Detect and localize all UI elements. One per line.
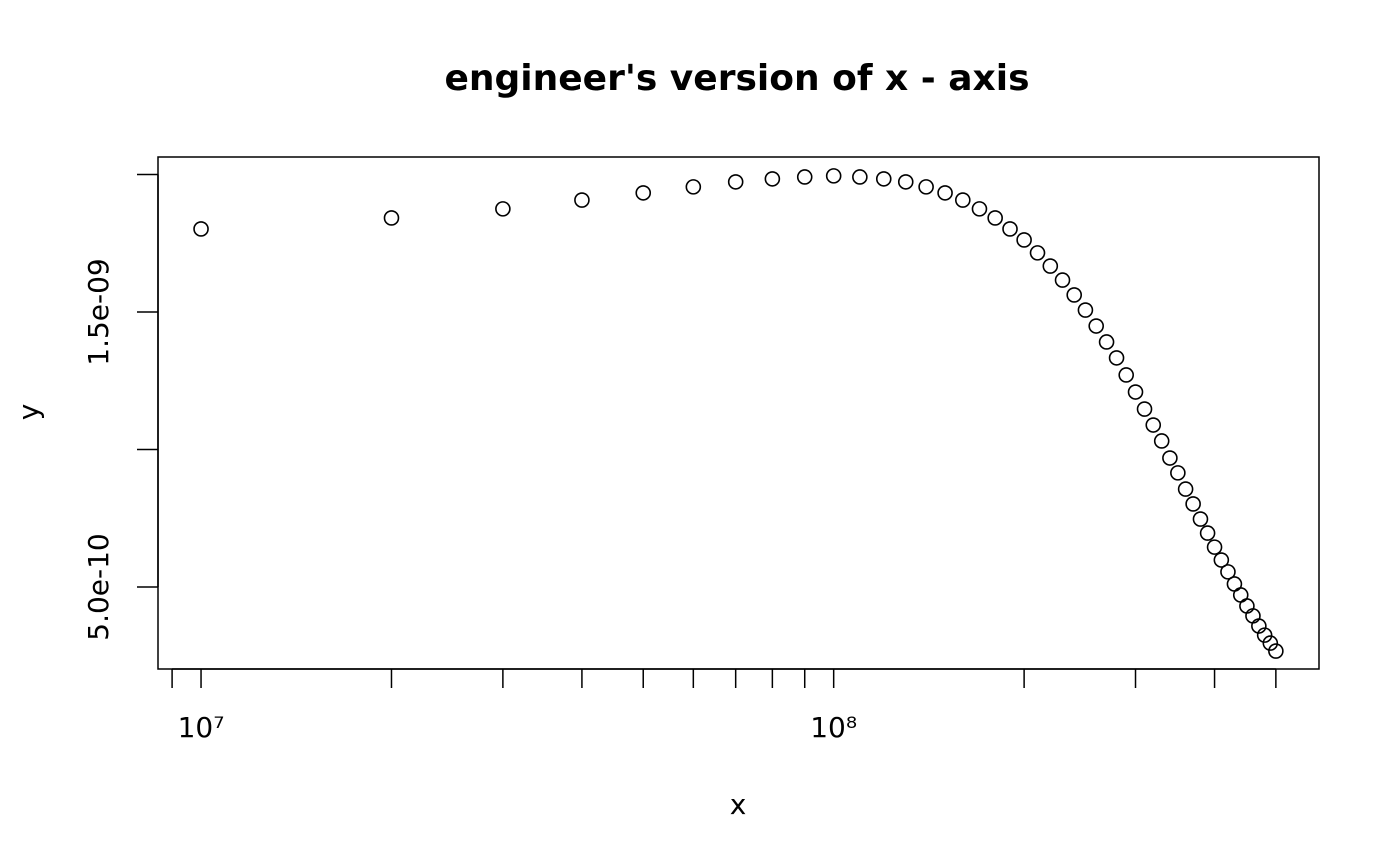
point: [1177, 481, 1194, 497]
point: [1251, 618, 1267, 634]
point: [635, 185, 652, 201]
point: [764, 171, 781, 187]
point: [971, 201, 988, 217]
point: [1088, 318, 1104, 334]
point: [918, 179, 934, 195]
point: [1153, 433, 1170, 449]
point: [1185, 496, 1201, 512]
point: [1145, 417, 1162, 433]
chart-title: engineer's version of x - axis: [444, 58, 1029, 99]
point: [1268, 643, 1284, 659]
point: [1042, 258, 1059, 274]
point: [1127, 384, 1144, 400]
point: [1066, 287, 1083, 303]
point: [1054, 272, 1071, 288]
point: [825, 168, 842, 184]
x-tick-label: 10⁷: [178, 711, 225, 744]
point: [1192, 511, 1209, 527]
x-tick-label: 10⁸: [810, 711, 857, 744]
point: [875, 171, 892, 187]
point: [1245, 608, 1261, 624]
point: [1162, 450, 1178, 466]
plot-frame: [157, 156, 1320, 670]
point: [1199, 525, 1216, 541]
point: [1016, 232, 1032, 248]
point: [1029, 245, 1046, 261]
point: [1262, 635, 1279, 651]
point: [987, 210, 1003, 226]
point: [495, 201, 511, 217]
point: [1002, 221, 1018, 237]
point: [727, 174, 744, 190]
point: [1118, 367, 1135, 383]
y-tick-label: 1.5e-09: [82, 258, 115, 366]
point: [1098, 334, 1115, 350]
point: [1170, 465, 1186, 481]
point: [1077, 302, 1094, 318]
point: [383, 210, 400, 226]
point: [1256, 627, 1273, 643]
point: [1108, 350, 1125, 366]
point: [193, 221, 209, 237]
point: [1136, 401, 1153, 417]
point: [685, 179, 702, 195]
y-axis-label: y: [12, 404, 45, 421]
y-tick-label: 5.0e-10: [82, 533, 115, 641]
x-axis-label: x: [730, 788, 747, 821]
point: [937, 185, 953, 201]
point: [852, 169, 868, 185]
point: [796, 169, 813, 185]
point: [1239, 598, 1255, 614]
point: [1206, 539, 1223, 555]
point: [1220, 564, 1236, 580]
point: [1213, 552, 1230, 568]
point: [897, 174, 914, 190]
point: [955, 192, 971, 208]
point: [574, 192, 590, 208]
